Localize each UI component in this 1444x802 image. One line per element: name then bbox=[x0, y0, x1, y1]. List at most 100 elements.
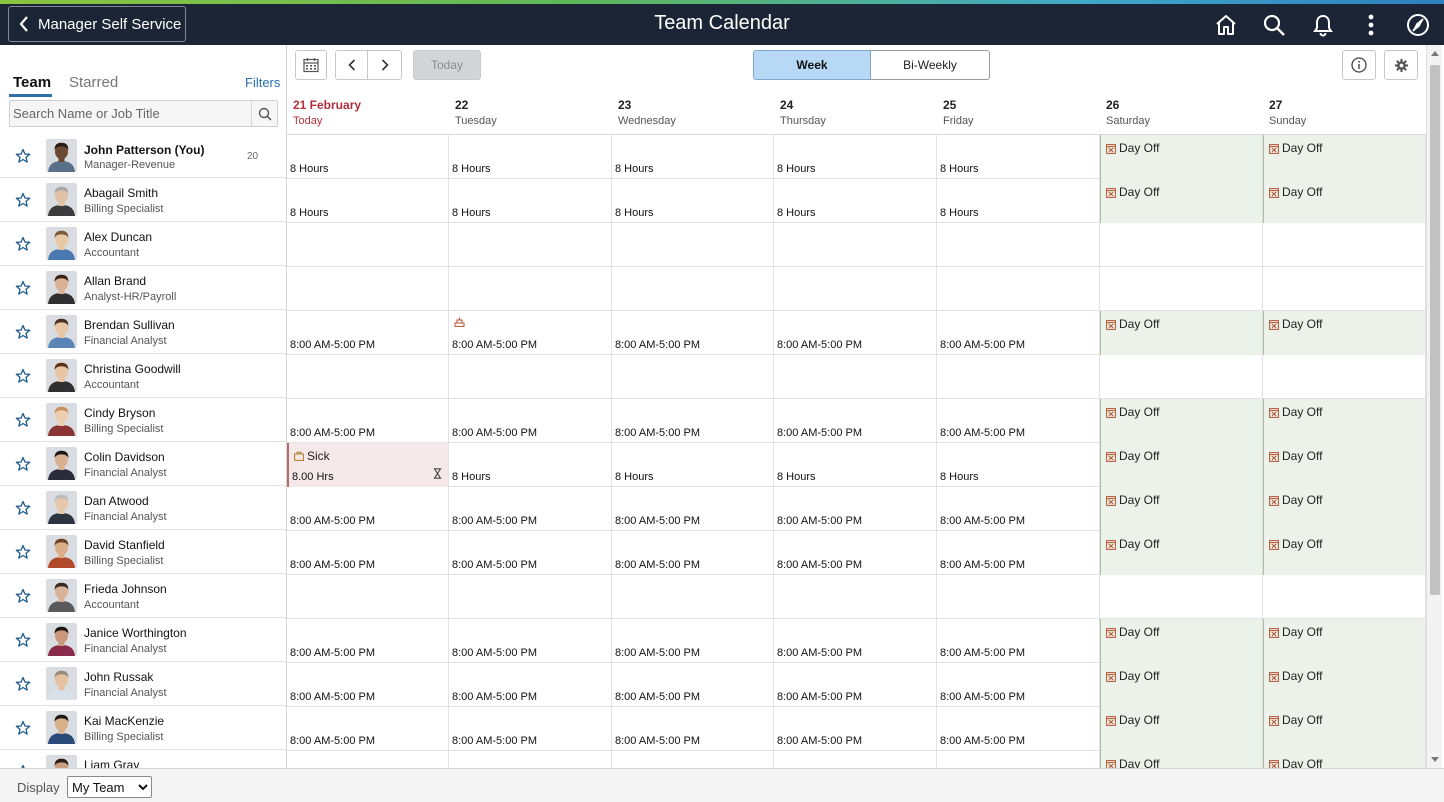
employee-name[interactable]: Janice Worthington bbox=[84, 626, 187, 640]
empty-schedule-cell[interactable] bbox=[449, 267, 612, 311]
star-icon[interactable] bbox=[15, 676, 31, 692]
schedule-cell[interactable]: 8 Hours bbox=[612, 443, 774, 487]
schedule-cell[interactable]: 8 Hours bbox=[937, 179, 1100, 223]
schedule-cell[interactable]: 8:00 AM-5:00 PM bbox=[937, 399, 1100, 443]
schedule-cell[interactable]: 8:00 AM-5:00 PM bbox=[287, 487, 449, 531]
empty-schedule-cell[interactable] bbox=[937, 355, 1100, 399]
schedule-cell[interactable]: 8:00 AM-5:00 PM bbox=[287, 399, 449, 443]
schedule-cell[interactable]: 8:00 AM-5:00 PM bbox=[774, 663, 937, 707]
star-icon[interactable] bbox=[15, 500, 31, 516]
day-off-cell[interactable]: Day Off bbox=[1263, 707, 1426, 751]
empty-schedule-cell[interactable] bbox=[287, 267, 449, 311]
employee-row[interactable]: John Russak Financial Analyst bbox=[0, 662, 286, 706]
empty-schedule-cell[interactable] bbox=[937, 267, 1100, 311]
tab-starred[interactable]: Starred bbox=[69, 74, 119, 91]
empty-schedule-cell[interactable] bbox=[287, 575, 449, 619]
employee-row[interactable]: Kai MacKenzie Billing Specialist bbox=[0, 706, 286, 750]
schedule-cell[interactable]: 8:00 AM-5:00 PM bbox=[612, 399, 774, 443]
employee-name[interactable]: Kai MacKenzie bbox=[84, 714, 165, 728]
schedule-cell[interactable]: 8 Hours bbox=[287, 179, 449, 223]
empty-schedule-cell[interactable] bbox=[1100, 267, 1263, 311]
schedule-cell[interactable]: 8:00 AM-5:00 PM bbox=[612, 663, 774, 707]
employee-row[interactable]: Brendan Sullivan Financial Analyst bbox=[0, 310, 286, 354]
schedule-cell[interactable]: 8:00 AM-5:00 PM bbox=[612, 619, 774, 663]
star-icon[interactable] bbox=[15, 456, 31, 472]
today-button[interactable]: Today bbox=[413, 50, 481, 80]
employee-name[interactable]: David Stanfield bbox=[84, 538, 165, 552]
scroll-up-arrow-icon[interactable] bbox=[1431, 51, 1439, 56]
avatar[interactable] bbox=[46, 271, 77, 304]
empty-schedule-cell[interactable] bbox=[1263, 267, 1426, 311]
schedule-cell[interactable]: 8:00 AM-5:00 PM bbox=[774, 487, 937, 531]
empty-schedule-cell[interactable] bbox=[774, 575, 937, 619]
employee-name[interactable]: Colin Davidson bbox=[84, 450, 165, 464]
empty-schedule-cell[interactable] bbox=[449, 223, 612, 267]
schedule-cell[interactable]: 8:00 AM-5:00 PM bbox=[449, 531, 612, 575]
avatar[interactable] bbox=[46, 711, 77, 744]
empty-schedule-cell[interactable] bbox=[774, 355, 937, 399]
employee-row[interactable]: David Stanfield Billing Specialist bbox=[0, 530, 286, 574]
avatar[interactable] bbox=[46, 447, 77, 480]
empty-schedule-cell[interactable] bbox=[774, 267, 937, 311]
settings-button[interactable] bbox=[1384, 50, 1418, 80]
employee-name[interactable]: Alex Duncan bbox=[84, 230, 153, 244]
display-select[interactable]: My Team bbox=[67, 776, 152, 798]
schedule-cell[interactable]: 8:00 AM-5:00 PM bbox=[774, 707, 937, 751]
day-off-cell[interactable]: Day Off bbox=[1100, 487, 1263, 531]
schedule-cell[interactable]: 8:00 AM-5:00 PM bbox=[449, 487, 612, 531]
star-icon[interactable] bbox=[15, 632, 31, 648]
schedule-cell[interactable]: 8 Hours bbox=[612, 179, 774, 223]
search-button[interactable] bbox=[251, 101, 278, 126]
avatar[interactable] bbox=[46, 579, 77, 612]
vertical-scrollbar[interactable] bbox=[1426, 45, 1442, 768]
employee-name[interactable]: Cindy Bryson bbox=[84, 406, 156, 420]
employee-name[interactable]: Liam Gray bbox=[84, 758, 140, 768]
schedule-cell[interactable]: 8:00 AM-5:00 PM bbox=[449, 619, 612, 663]
schedule-cell[interactable]: 8:00 AM-5:00 PM bbox=[774, 311, 937, 355]
star-icon[interactable] bbox=[15, 280, 31, 296]
employee-name[interactable]: John Patterson (You) bbox=[84, 143, 205, 157]
employee-name[interactable]: Allan Brand bbox=[84, 274, 147, 288]
empty-schedule-cell[interactable] bbox=[1263, 355, 1426, 399]
empty-schedule-cell[interactable] bbox=[1100, 355, 1263, 399]
empty-schedule-cell[interactable] bbox=[937, 751, 1100, 768]
schedule-cell[interactable]: 8:00 AM-5:00 PM bbox=[774, 399, 937, 443]
schedule-cell[interactable]: 8 Hours bbox=[449, 443, 612, 487]
empty-schedule-cell[interactable] bbox=[287, 223, 449, 267]
empty-schedule-cell[interactable] bbox=[449, 751, 612, 768]
avatar[interactable] bbox=[46, 403, 77, 436]
more-vertical-icon[interactable] bbox=[1358, 12, 1384, 38]
avatar[interactable] bbox=[46, 227, 77, 260]
avatar[interactable] bbox=[46, 535, 77, 568]
schedule-cell[interactable]: 8:00 AM-5:00 PM bbox=[449, 707, 612, 751]
empty-schedule-cell[interactable] bbox=[287, 751, 449, 768]
employee-row[interactable]: Abagail Smith Billing Specialist bbox=[0, 178, 286, 222]
avatar[interactable] bbox=[46, 359, 77, 392]
day-off-cell[interactable]: Day Off bbox=[1263, 443, 1426, 487]
scrollbar-thumb[interactable] bbox=[1430, 65, 1440, 595]
avatar[interactable] bbox=[46, 183, 77, 216]
star-icon[interactable] bbox=[15, 412, 31, 428]
previous-week-button[interactable] bbox=[335, 50, 368, 80]
day-off-cell[interactable]: Day Off bbox=[1263, 619, 1426, 663]
avatar[interactable] bbox=[46, 667, 77, 700]
compass-icon[interactable] bbox=[1405, 12, 1431, 38]
schedule-cell[interactable]: 8:00 AM-5:00 PM bbox=[449, 311, 612, 355]
schedule-cell[interactable]: 8:00 AM-5:00 PM bbox=[937, 663, 1100, 707]
empty-schedule-cell[interactable] bbox=[1263, 575, 1426, 619]
schedule-cell[interactable]: 8:00 AM-5:00 PM bbox=[937, 619, 1100, 663]
empty-schedule-cell[interactable] bbox=[774, 223, 937, 267]
schedule-cell[interactable]: 8 Hours bbox=[449, 135, 612, 179]
empty-schedule-cell[interactable] bbox=[774, 751, 937, 768]
schedule-cell[interactable]: 8:00 AM-5:00 PM bbox=[449, 399, 612, 443]
schedule-cell[interactable]: 8:00 AM-5:00 PM bbox=[937, 311, 1100, 355]
star-icon[interactable] bbox=[15, 148, 31, 164]
next-week-button[interactable] bbox=[368, 50, 402, 80]
schedule-cell[interactable]: 8:00 AM-5:00 PM bbox=[287, 707, 449, 751]
schedule-cell[interactable]: 8 Hours bbox=[774, 443, 937, 487]
back-button[interactable]: Manager Self Service bbox=[8, 6, 186, 42]
avatar[interactable] bbox=[46, 315, 77, 348]
bell-icon[interactable] bbox=[1310, 12, 1336, 38]
empty-schedule-cell[interactable] bbox=[449, 575, 612, 619]
star-icon[interactable] bbox=[15, 720, 31, 736]
